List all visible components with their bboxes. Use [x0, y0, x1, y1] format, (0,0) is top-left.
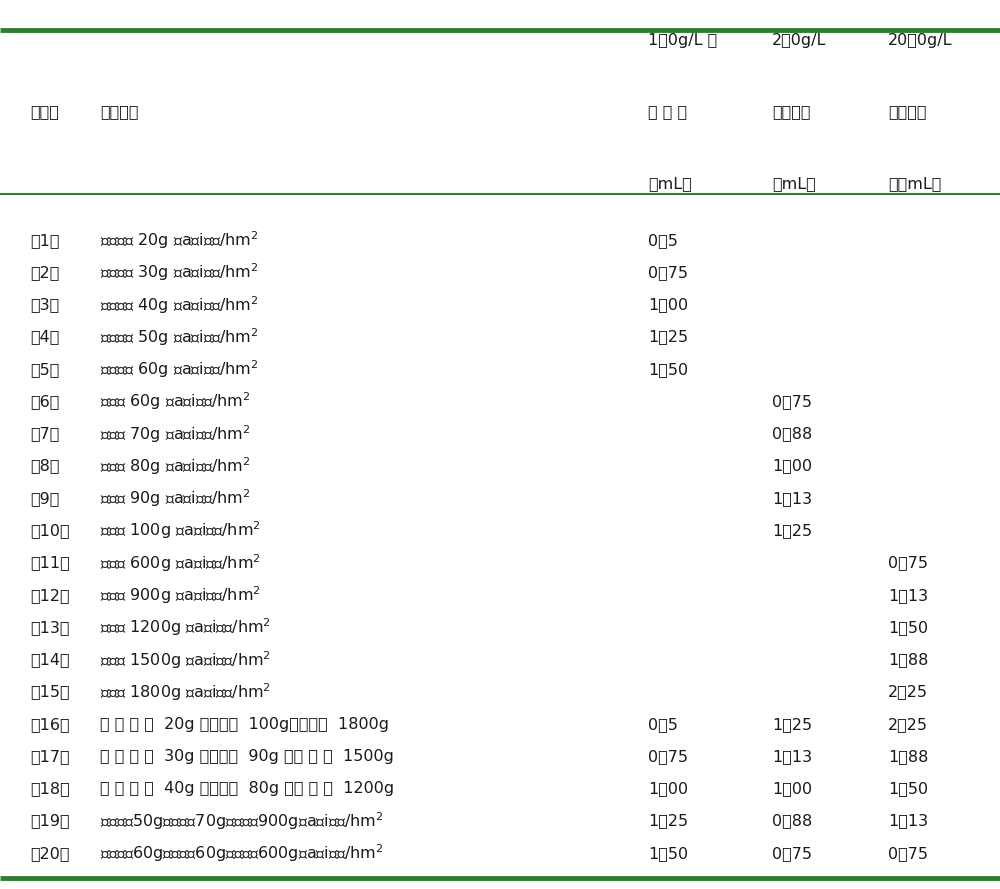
Text: 1．88: 1．88 — [888, 749, 928, 764]
Text: 丁草胺母: 丁草胺母 — [888, 105, 926, 119]
Text: 丁草胺 1200g （a．i．）/hm$^2$: 丁草胺 1200g （a．i．）/hm$^2$ — [100, 617, 271, 638]
Text: 吵宜磺隆 20g （a．i．）/hm$^2$: 吵宜磺隆 20g （a．i．）/hm$^2$ — [100, 229, 259, 251]
Text: （17）: （17） — [30, 749, 70, 764]
Text: （11）: （11） — [30, 556, 70, 571]
Text: 宜 磺 隆: 宜 磺 隆 — [648, 105, 687, 119]
Text: 吵宜磺隆 40g （a．i．）/hm$^2$: 吵宜磺隆 40g （a．i．）/hm$^2$ — [100, 294, 259, 316]
Text: 1．13: 1．13 — [888, 813, 928, 829]
Text: （6）: （6） — [30, 394, 59, 409]
Text: 丁草胺 600g （a．i．）/hm$^2$: 丁草胺 600g （a．i．）/hm$^2$ — [100, 552, 261, 573]
Text: 0．75: 0．75 — [888, 845, 928, 861]
Text: 20．0g/L: 20．0g/L — [888, 34, 952, 48]
Text: （7）: （7） — [30, 427, 59, 441]
Text: 0．5: 0．5 — [648, 717, 678, 732]
Text: （16）: （16） — [30, 717, 70, 732]
Text: 吵宜磺隆50g＋西草净70g＋丁草胺900g（a．i．）/hm$^2$: 吵宜磺隆50g＋西草净70g＋丁草胺900g（a．i．）/hm$^2$ — [100, 810, 384, 832]
Text: 1．00: 1．00 — [648, 781, 688, 797]
Text: 1．50: 1．50 — [648, 362, 688, 377]
Text: （12）: （12） — [30, 588, 70, 603]
Text: 处理剂量: 处理剂量 — [100, 105, 138, 119]
Text: 1．13: 1．13 — [888, 588, 928, 603]
Text: 吵宜磺隆60g＋西草净60g＋丁草胺600g（a．i．）/hm$^2$: 吵宜磺隆60g＋西草净60g＋丁草胺600g（a．i．）/hm$^2$ — [100, 843, 384, 864]
Text: 西草净 80g （a．i．）/hm$^2$: 西草净 80g （a．i．）/hm$^2$ — [100, 455, 251, 477]
Text: 0．5: 0．5 — [648, 233, 678, 248]
Text: 1．25: 1．25 — [772, 717, 812, 732]
Text: 0．75: 0．75 — [648, 265, 688, 280]
Text: 1．13: 1．13 — [772, 491, 812, 506]
Text: （mL）: （mL） — [772, 176, 816, 190]
Text: 吵宜磺隆 60g （a．i．）/hm$^2$: 吵宜磺隆 60g （a．i．）/hm$^2$ — [100, 358, 259, 380]
Text: 丁草胺 1800g （a．i．）/hm$^2$: 丁草胺 1800g （a．i．）/hm$^2$ — [100, 681, 271, 703]
Text: 1．00: 1．00 — [772, 459, 812, 474]
Text: （18）: （18） — [30, 781, 70, 797]
Text: 2．25: 2．25 — [888, 685, 928, 700]
Text: （2）: （2） — [30, 265, 59, 280]
Text: （5）: （5） — [30, 362, 59, 377]
Text: 处理号: 处理号 — [30, 105, 59, 119]
Text: （15）: （15） — [30, 685, 70, 700]
Text: 1．50: 1．50 — [888, 620, 928, 635]
Text: 吵 宜 磺 隆  30g ＋西草净  90g ＋丁 草 胺  1500g: 吵 宜 磺 隆 30g ＋西草净 90g ＋丁 草 胺 1500g — [100, 749, 394, 764]
Text: （10）: （10） — [30, 523, 70, 538]
Text: 西净母液: 西净母液 — [772, 105, 810, 119]
Text: （4）: （4） — [30, 330, 59, 344]
Text: 西草净 60g （a．i．）/hm$^2$: 西草净 60g （a．i．）/hm$^2$ — [100, 390, 251, 412]
Text: 0．75: 0．75 — [648, 749, 688, 764]
Text: （14）: （14） — [30, 653, 70, 667]
Text: 1．50: 1．50 — [648, 845, 688, 861]
Text: 1．00: 1．00 — [648, 297, 688, 312]
Text: 0．75: 0．75 — [772, 394, 812, 409]
Text: 西草净 70g （a．i．）/hm$^2$: 西草净 70g （a．i．）/hm$^2$ — [100, 423, 251, 444]
Text: 吵宜磺隆 30g （a．i．）/hm$^2$: 吵宜磺隆 30g （a．i．）/hm$^2$ — [100, 261, 259, 284]
Text: 吵 宜 磺 隆  20g ＋西草净  100g＋丁草胺  1800g: 吵 宜 磺 隆 20g ＋西草净 100g＋丁草胺 1800g — [100, 717, 389, 732]
Text: 1．25: 1．25 — [648, 330, 688, 344]
Text: （13）: （13） — [30, 620, 70, 635]
Text: 西草净 90g （a．i．）/hm$^2$: 西草净 90g （a．i．）/hm$^2$ — [100, 487, 251, 509]
Text: 0．75: 0．75 — [888, 556, 928, 571]
Text: （mL）: （mL） — [648, 176, 692, 190]
Text: （9）: （9） — [30, 491, 59, 506]
Text: 丁草胺 1500g （a．i．）/hm$^2$: 丁草胺 1500g （a．i．）/hm$^2$ — [100, 649, 271, 670]
Text: 1．88: 1．88 — [888, 653, 928, 667]
Text: 1．00: 1．00 — [772, 781, 812, 797]
Text: 1．25: 1．25 — [648, 813, 688, 829]
Text: 吵宜磺隆 50g （a．i．）/hm$^2$: 吵宜磺隆 50g （a．i．）/hm$^2$ — [100, 326, 259, 348]
Text: （8）: （8） — [30, 459, 60, 474]
Text: 1．0g/L 吵: 1．0g/L 吵 — [648, 34, 717, 48]
Text: 西草净 100g （a．i．）/hm$^2$: 西草净 100g （a．i．）/hm$^2$ — [100, 520, 261, 541]
Text: 0．88: 0．88 — [772, 427, 812, 441]
Text: 液（mL）: 液（mL） — [888, 176, 941, 190]
Text: （1）: （1） — [30, 233, 60, 248]
Text: 1．50: 1．50 — [888, 781, 928, 797]
Text: 吵 宜 磺 隆  40g ＋西草净  80g ＋丁 草 胺  1200g: 吵 宜 磺 隆 40g ＋西草净 80g ＋丁 草 胺 1200g — [100, 781, 394, 797]
Text: 0．88: 0．88 — [772, 813, 812, 829]
Text: （3）: （3） — [30, 297, 59, 312]
Text: 0．75: 0．75 — [772, 845, 812, 861]
Text: 2．25: 2．25 — [888, 717, 928, 732]
Text: （19）: （19） — [30, 813, 70, 829]
Text: （20）: （20） — [30, 845, 70, 861]
Text: 2．0g/L: 2．0g/L — [772, 34, 826, 48]
Text: 丁草胺 900g （a．i．）/hm$^2$: 丁草胺 900g （a．i．）/hm$^2$ — [100, 584, 261, 606]
Text: 1．25: 1．25 — [772, 523, 812, 538]
Text: 1．13: 1．13 — [772, 749, 812, 764]
